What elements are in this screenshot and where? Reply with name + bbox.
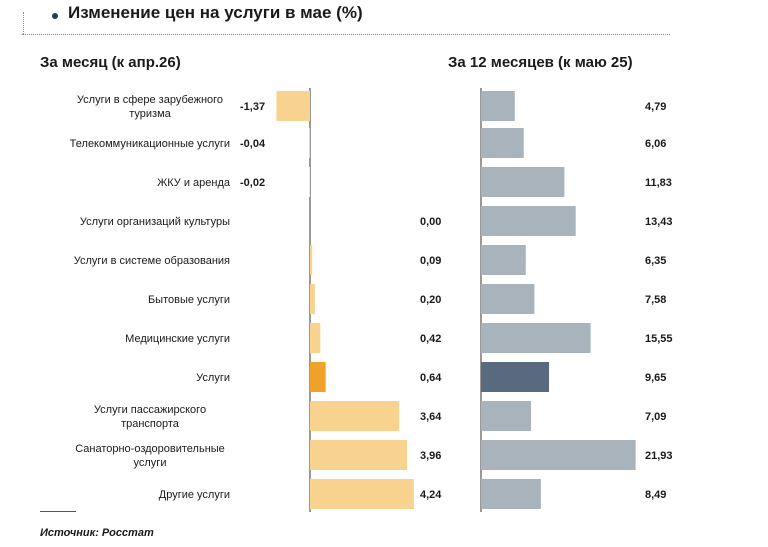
monthly-bar xyxy=(309,128,310,158)
annual-bar xyxy=(481,362,550,392)
annual-bar xyxy=(481,245,526,275)
annual-value-label: 21,93 xyxy=(645,450,673,462)
annual-value-label: 9,65 xyxy=(645,372,666,384)
monthly-bar xyxy=(310,401,400,431)
category-label: Услуги организаций культуры xyxy=(80,216,230,228)
monthly-value-label: 0,09 xyxy=(420,255,441,267)
monthly-panel-title: За месяц (к апр.26) xyxy=(40,54,181,71)
category-label: Санаторно-оздоровительные услуги xyxy=(75,443,225,469)
category-label: ЖКУ и аренда xyxy=(157,177,231,189)
monthly-bar xyxy=(276,91,310,121)
annual-bar xyxy=(481,401,531,431)
monthly-bar xyxy=(310,245,313,275)
monthly-value-label: 0,64 xyxy=(420,372,442,384)
monthly-value-label: 0,42 xyxy=(420,333,441,345)
annual-value-label: 7,58 xyxy=(645,294,666,306)
annual-value-label: 8,49 xyxy=(645,489,666,501)
header-corner-line xyxy=(23,12,24,34)
category-label: Услуги в сфере зарубежного туризма xyxy=(77,94,223,120)
monthly-value-label: -1,37 xyxy=(240,101,265,113)
annual-bar xyxy=(481,440,636,470)
monthly-value-label: 0,00 xyxy=(420,216,441,228)
category-label: Бытовые услуги xyxy=(148,294,230,306)
category-label: Услуги в системе образования xyxy=(74,255,230,267)
monthly-bar xyxy=(310,440,408,470)
category-label: Услуги пассажирского транспорта xyxy=(94,404,206,430)
title-bullet-icon xyxy=(52,13,58,19)
annual-bar xyxy=(481,284,535,314)
monthly-value-label: -0,02 xyxy=(240,177,265,189)
annual-bar xyxy=(481,206,576,236)
annual-value-label: 13,43 xyxy=(645,216,673,228)
monthly-bar xyxy=(310,284,315,314)
annual-bar xyxy=(481,167,565,197)
annual-value-label: 15,55 xyxy=(645,333,673,345)
annual-value-label: 7,09 xyxy=(645,411,666,423)
source-divider xyxy=(40,511,76,512)
annual-bar xyxy=(481,91,515,121)
annual-bar xyxy=(481,323,591,353)
source-note: Источник: Росстат xyxy=(40,527,154,539)
category-label: Телекоммуникационные услуги xyxy=(70,138,230,150)
monthly-value-label: 0,20 xyxy=(420,294,441,306)
annual-value-label: 6,35 xyxy=(645,255,666,267)
monthly-value-label: -0,04 xyxy=(240,138,266,150)
annual-value-label: 6,06 xyxy=(645,138,666,150)
monthly-bar xyxy=(310,479,414,509)
annual-panel-title: За 12 месяцев (к маю 25) xyxy=(448,54,633,71)
header-divider xyxy=(22,34,670,35)
annual-value-label: 4,79 xyxy=(645,101,666,113)
category-label: Услуги xyxy=(196,372,230,384)
category-label: Медицинские услуги xyxy=(125,333,230,345)
monthly-value-label: 4,24 xyxy=(420,489,442,501)
annual-value-label: 11,83 xyxy=(645,177,672,189)
monthly-value-label: 3,96 xyxy=(420,450,441,462)
monthly-bar xyxy=(310,362,326,392)
monthly-value-label: 3,64 xyxy=(420,411,442,423)
category-label: Другие услуги xyxy=(159,489,230,501)
annual-bar xyxy=(481,479,541,509)
monthly-bar xyxy=(310,323,321,353)
chart-title: Изменение цен на услуги в мае (%) xyxy=(68,3,363,22)
annual-bar xyxy=(481,128,524,158)
